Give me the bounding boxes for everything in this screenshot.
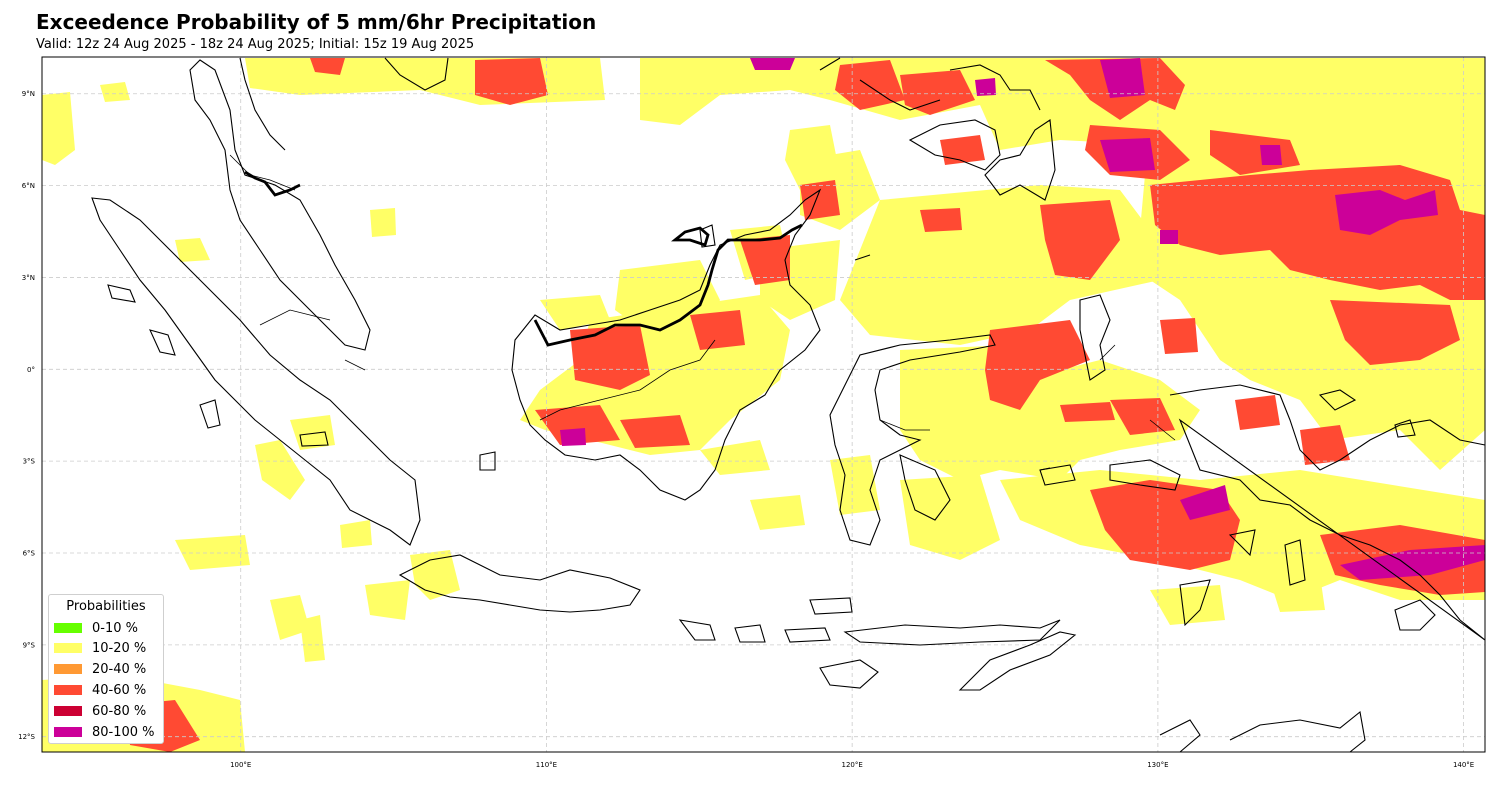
country-borders-bold bbox=[244, 170, 803, 347]
legend-label: 40-60 % bbox=[92, 682, 147, 698]
bali-nusa-coast bbox=[678, 597, 1061, 646]
legend-title: Probabilities bbox=[66, 599, 146, 614]
legend-item: 60-80 % bbox=[54, 702, 146, 720]
sumatra-coast bbox=[91, 197, 421, 546]
legend-item: 20-40 % bbox=[54, 660, 146, 678]
lat-tick-label: 9°S bbox=[23, 641, 36, 649]
timor-coast bbox=[958, 631, 1077, 691]
lat-tick-label: 0° bbox=[27, 366, 35, 374]
legend-swatch bbox=[54, 664, 82, 674]
malay-peninsula-coast bbox=[189, 59, 371, 351]
land-borders bbox=[229, 154, 1176, 441]
lon-tick-labels: 100°E 110°E 120°E 130°E 140°E bbox=[230, 761, 1474, 769]
map-border bbox=[41, 56, 1486, 753]
lat-tick-label: 12°S bbox=[18, 733, 35, 741]
chart-title: Exceedence Probability of 5 mm/6hr Preci… bbox=[36, 10, 597, 34]
legend-swatch bbox=[54, 685, 82, 695]
lon-tick-label: 130°E bbox=[1147, 761, 1168, 769]
legend-item: 80-100 % bbox=[54, 723, 155, 741]
australia-coast bbox=[1159, 710, 1366, 753]
vietnam-coast bbox=[384, 57, 449, 91]
legend-swatch bbox=[54, 706, 82, 716]
frederik-hendrik-coast bbox=[1394, 599, 1436, 631]
philippines-visayas-coast bbox=[819, 57, 1041, 111]
seram-buru-coast bbox=[1039, 459, 1181, 491]
lon-tick-label: 110°E bbox=[536, 761, 557, 769]
borneo-coast bbox=[511, 188, 822, 501]
lat-tick-label: 6°S bbox=[23, 549, 36, 557]
lat-tick-labels: 9°N 6°N 3°N 0° 3°S 6°S 9°S 12°S bbox=[18, 90, 35, 741]
legend-label: 0-10 % bbox=[92, 620, 138, 636]
halmahera-coast bbox=[1079, 294, 1111, 381]
lat-tick-label: 3°S bbox=[23, 458, 36, 466]
lat-tick-label: 9°N bbox=[22, 90, 35, 98]
graticule bbox=[42, 57, 1485, 752]
java-coast bbox=[398, 554, 641, 613]
legend-swatch bbox=[54, 727, 82, 737]
legend-label: 80-100 % bbox=[92, 724, 155, 740]
lon-tick-label: 120°E bbox=[842, 761, 863, 769]
chart-subtitle: Valid: 12z 24 Aug 2025 - 18z 24 Aug 2025… bbox=[36, 37, 475, 52]
lat-tick-label: 3°N bbox=[22, 274, 35, 282]
legend-label: 60-80 % bbox=[92, 703, 147, 719]
sumba-coast bbox=[819, 659, 879, 689]
legend-item: 0-10 % bbox=[54, 619, 138, 637]
legend-swatch bbox=[54, 623, 82, 633]
legend-item: 40-60 % bbox=[54, 681, 146, 699]
legend: Probabilities 0-10 % 10-20 % 20-40 % 40-… bbox=[48, 594, 164, 744]
lon-tick-label: 100°E bbox=[230, 761, 251, 769]
thai-gulf-coast bbox=[239, 57, 286, 151]
coastlines bbox=[91, 57, 1486, 753]
lon-tick-label: 140°E bbox=[1453, 761, 1474, 769]
sulawesi-coast bbox=[829, 334, 996, 546]
legend-item: 10-20 % bbox=[54, 639, 146, 657]
mindanao-coast bbox=[908, 119, 1056, 201]
legend-label: 20-40 % bbox=[92, 661, 147, 677]
legend-label: 10-20 % bbox=[92, 640, 147, 656]
new-guinea-coast bbox=[1169, 384, 1486, 641]
aru-coast bbox=[1284, 539, 1306, 586]
probability-80-100-layer bbox=[560, 58, 1485, 580]
legend-swatch bbox=[54, 643, 82, 653]
lat-tick-label: 6°N bbox=[22, 182, 35, 190]
small-islands bbox=[107, 224, 1416, 627]
